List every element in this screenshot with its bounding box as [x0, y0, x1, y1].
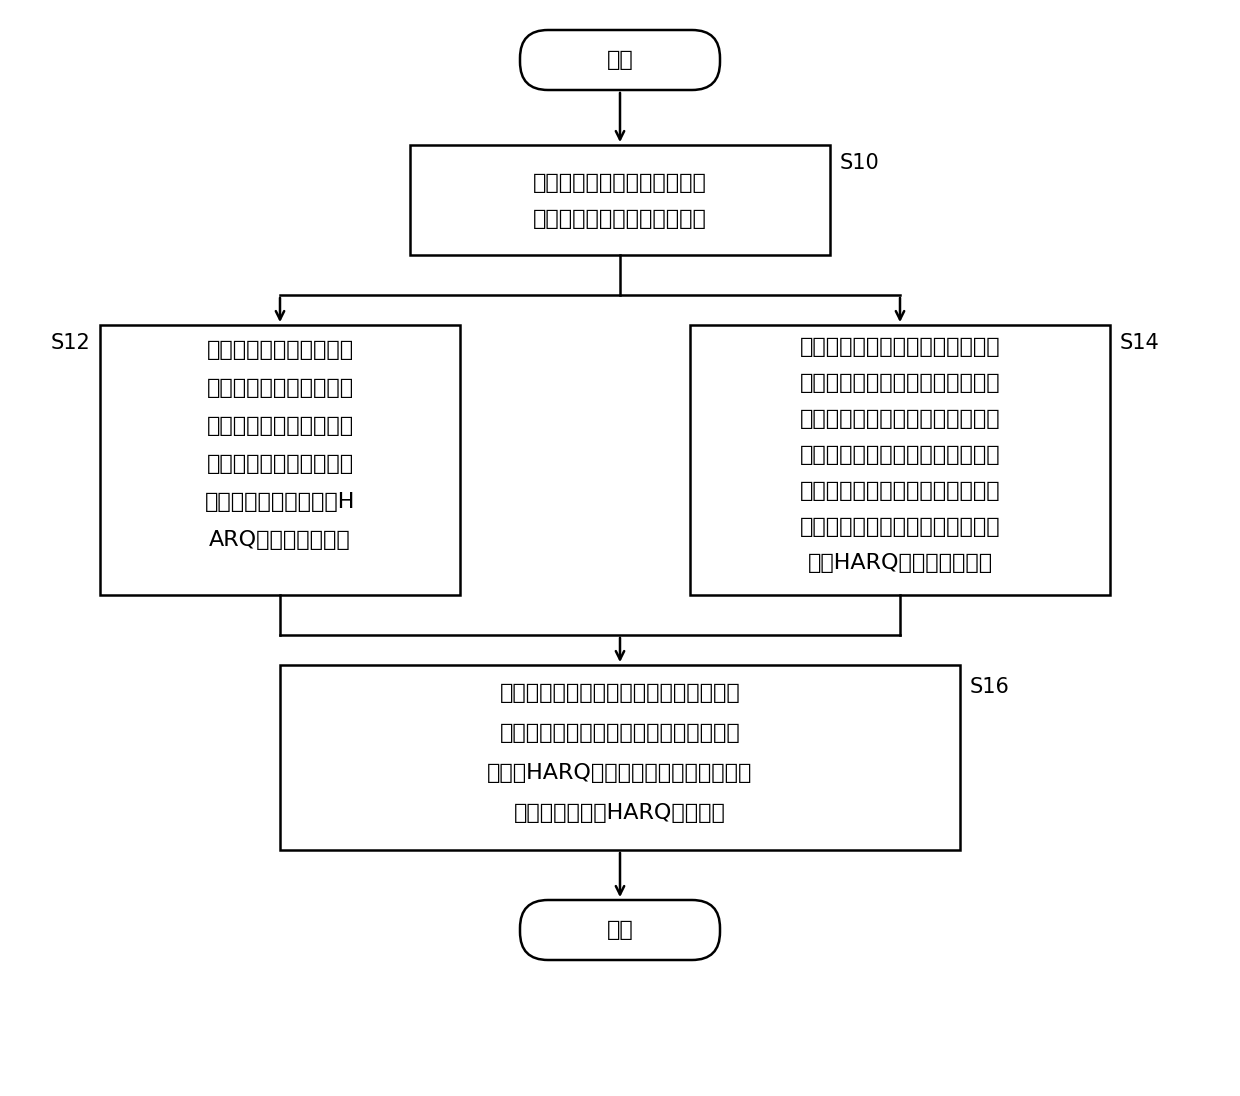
Text: 的帧结构是否需要进行重配置: 的帧结构是否需要进行重配置: [533, 209, 707, 229]
Text: 述重配置时间点之前的最后一个无: 述重配置时间点之前的最后一个无: [800, 481, 1001, 501]
Text: S10: S10: [839, 153, 879, 173]
Text: 行下行HARQ反馈的上行子帧上发送针对: 行下行HARQ反馈的上行子帧上发送针对: [487, 763, 753, 783]
Text: 行重配置时，根据当前使: 行重配置时，根据当前使: [206, 416, 353, 436]
Bar: [100, 326, 460, 595]
Text: 配置时间点之前使用的第一帧结构: 配置时间点之前使用的第一帧结构: [800, 409, 1001, 429]
Text: 开始: 开始: [606, 50, 634, 70]
Text: 和将要使用的第二帧结构，确定所: 和将要使用的第二帧结构，确定所: [800, 445, 1001, 465]
Text: ARQ反馈的上行子帧: ARQ反馈的上行子帧: [210, 530, 351, 550]
FancyBboxPatch shape: [520, 30, 720, 90]
Text: 行数据，则在所述任一下行子帧对应的进: 行数据，则在所述任一下行子帧对应的进: [500, 723, 740, 743]
Bar: [689, 326, 1110, 595]
Text: 线帧中的每个下行子帧对应的进行: 线帧中的每个下行子帧对应的进行: [800, 517, 1001, 537]
Text: 结束: 结束: [606, 920, 634, 940]
Bar: [410, 145, 830, 255]
Text: 所述下行数据的HARQ反馈消息: 所述下行数据的HARQ反馈消息: [515, 803, 725, 823]
Text: S16: S16: [970, 677, 1009, 697]
Text: 在判定当前在非授权频段上使用的: 在判定当前在非授权频段上使用的: [800, 336, 1001, 357]
Text: S12: S12: [51, 333, 91, 353]
Text: 下行HARQ反馈的上行子帧: 下行HARQ反馈的上行子帧: [807, 553, 992, 573]
Text: S14: S14: [1120, 333, 1159, 353]
Text: 行子帧对应的进行下行H: 行子帧对应的进行下行H: [205, 492, 355, 512]
Text: 若接收到基站在任一下行子帧上发送的下: 若接收到基站在任一下行子帧上发送的下: [500, 683, 740, 703]
FancyBboxPatch shape: [520, 900, 720, 960]
Text: 上使用的帧结构不需要进: 上使用的帧结构不需要进: [206, 378, 353, 398]
Text: 用的帧结构，确定每个下: 用的帧结构，确定每个下: [206, 454, 353, 473]
Text: 帧结构需要进行重配置时，根据重: 帧结构需要进行重配置时，根据重: [800, 373, 1001, 393]
Text: 判断当前在非授权频段上使用: 判断当前在非授权频段上使用: [533, 173, 707, 193]
Text: 在判定当前在非授权频段: 在判定当前在非授权频段: [206, 340, 353, 359]
Bar: [280, 665, 960, 850]
